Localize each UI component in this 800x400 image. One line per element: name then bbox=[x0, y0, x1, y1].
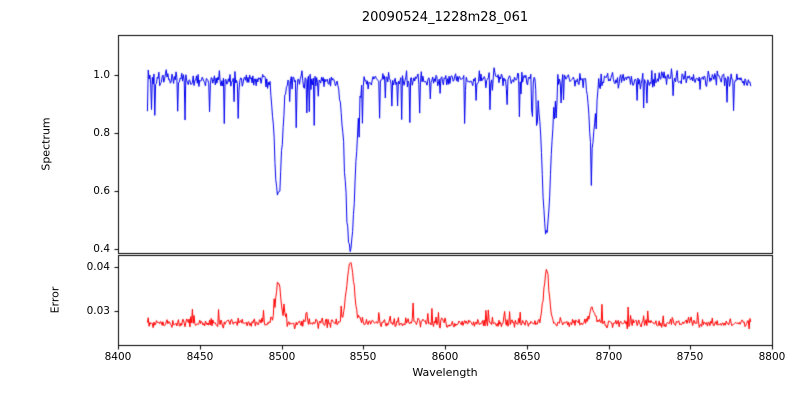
x-axis-label: Wavelength bbox=[412, 366, 478, 379]
chart-title: 20090524_1228m28_061 bbox=[361, 10, 529, 25]
y-tick-label: 0.8 bbox=[93, 127, 110, 139]
y-tick-label: 0.04 bbox=[86, 261, 110, 273]
x-tick-label: 8400 bbox=[104, 351, 132, 363]
x-tick-label: 8650 bbox=[513, 351, 541, 363]
x-tick-label: 8750 bbox=[676, 351, 704, 363]
y-tick-label: 0.6 bbox=[93, 185, 110, 197]
x-tick-label: 8550 bbox=[349, 351, 377, 363]
x-tick-label: 8700 bbox=[595, 351, 623, 363]
x-tick-label: 8500 bbox=[268, 351, 296, 363]
x-tick-label: 8450 bbox=[186, 351, 214, 363]
x-tick-label: 8600 bbox=[431, 351, 459, 363]
y-tick-label: 0.03 bbox=[86, 305, 110, 317]
y-tick-label: 1.0 bbox=[93, 69, 110, 81]
x-tick-label: 8800 bbox=[758, 351, 786, 363]
y-tick-label: 0.4 bbox=[93, 243, 110, 255]
y-axis-label-spectrum: Spectrum bbox=[39, 117, 53, 171]
